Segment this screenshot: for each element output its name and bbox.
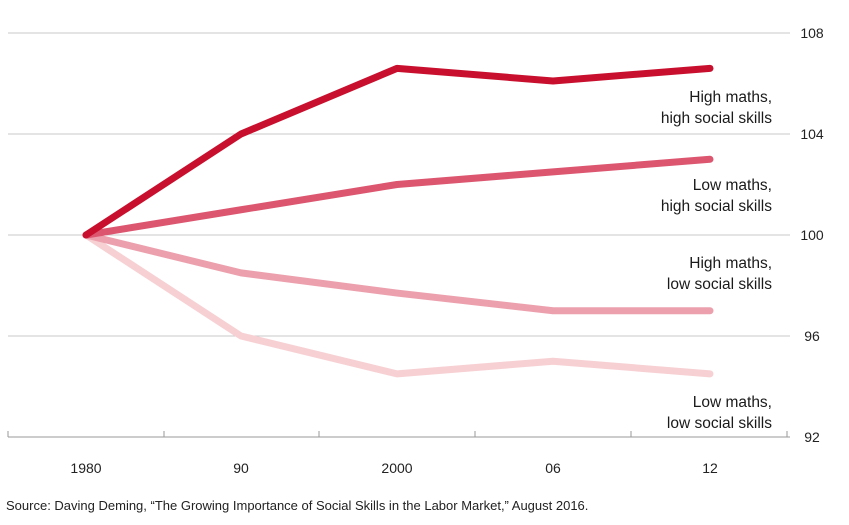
series-label: Low maths, high social skills bbox=[661, 177, 772, 215]
y-tick-label: 104 bbox=[800, 126, 824, 142]
series-line bbox=[82, 64, 714, 239]
x-tick-label: 90 bbox=[233, 460, 249, 476]
series-line bbox=[82, 231, 714, 315]
series-lines bbox=[82, 64, 714, 378]
gridlines bbox=[8, 32, 790, 438]
x-tick-label: 06 bbox=[545, 460, 561, 476]
series-line bbox=[82, 231, 714, 378]
y-tick-label: 96 bbox=[804, 328, 820, 344]
y-axis-tick-labels: 92 96 100 104 108 bbox=[800, 25, 824, 445]
x-tick-label: 2000 bbox=[381, 460, 412, 476]
source-note: Source: Daving Deming, “The Growing Impo… bbox=[6, 498, 589, 513]
series-label: High maths, high social skills bbox=[661, 89, 772, 127]
y-tick-label: 100 bbox=[800, 227, 824, 243]
x-tick-label: 1980 bbox=[70, 460, 101, 476]
series-label: Low maths, low social skills bbox=[667, 394, 772, 432]
x-axis-tick-labels: 1980 90 2000 06 12 bbox=[70, 460, 718, 476]
x-tick-label: 12 bbox=[702, 460, 718, 476]
y-tick-label: 108 bbox=[800, 25, 824, 41]
x-axis bbox=[7, 431, 788, 437]
series-label: High maths, low social skills bbox=[667, 255, 772, 293]
y-tick-label: 92 bbox=[804, 429, 820, 445]
series-labels: High maths, high social skills Low maths, h… bbox=[661, 89, 772, 432]
series-line bbox=[82, 155, 714, 239]
